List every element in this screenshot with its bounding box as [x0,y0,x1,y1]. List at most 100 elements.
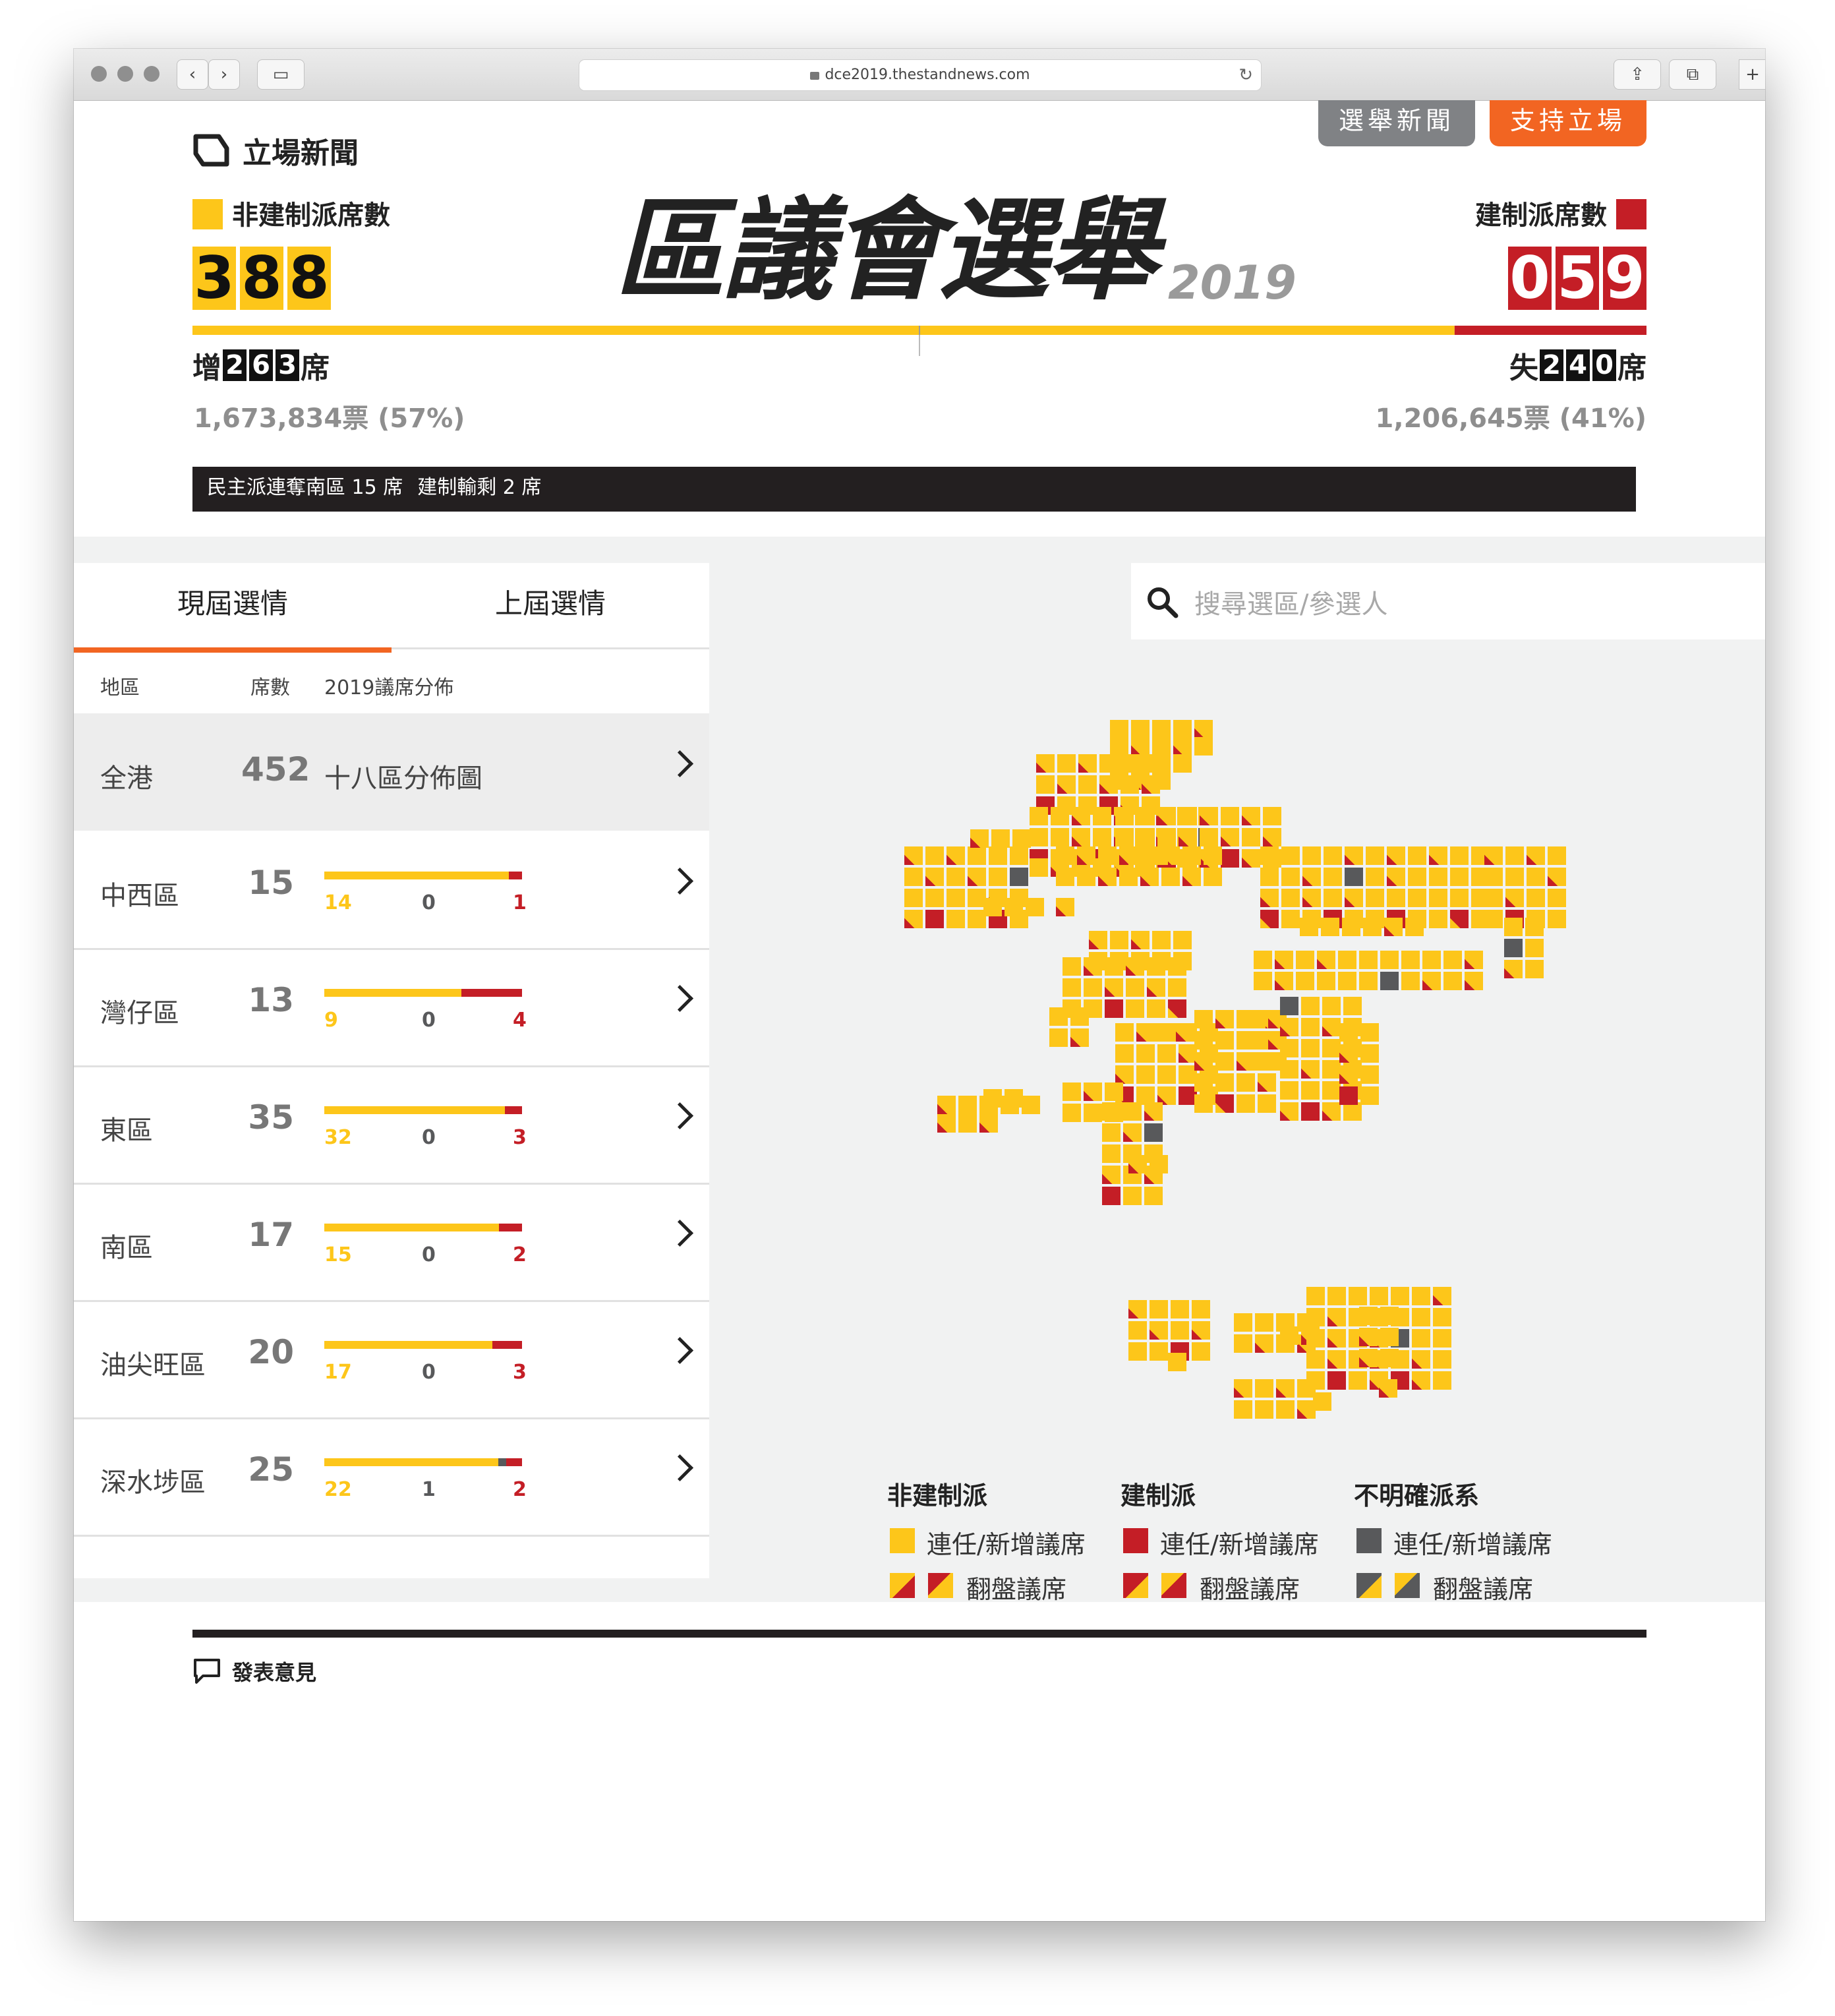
district-row[interactable]: 深水埗區 25 22 1 2 [74,1417,709,1537]
page: 立場新聞 選舉新聞 支持立場 非建制派席數 3 8 8 區議會選舉 2019 建… [74,100,1765,1921]
bar-segment-dem [324,1224,499,1231]
left-votes: 1,673,834票 (57%) [194,403,465,434]
change-digit: 2 [1540,349,1563,381]
change-digit: 6 [249,349,273,381]
yellow-swatch [192,199,223,229]
row-est-count: 2 [513,1243,527,1266]
tabs-overview-icon[interactable]: ⧉ [1669,59,1716,90]
change-suffix: 席 [301,351,330,385]
bar-segment-est [492,1341,522,1349]
row-seat-bar [324,872,522,879]
tab-previous[interactable]: 上屆選情 [392,563,709,649]
district-row[interactable]: 油尖旺區 20 17 0 3 [74,1300,709,1419]
row-est-count: 4 [513,1009,527,1032]
right-camp-label-text: 建制派席數 [1475,200,1607,231]
all-hk-row[interactable]: 全港 452 十八區分佈圖 [74,713,709,831]
bar-segment-est [506,1458,522,1466]
minimize-window-icon[interactable] [117,66,133,82]
legend-held-swatch [890,1528,915,1553]
right-seat-digit: 0 [1508,247,1552,310]
row-seat-bar [324,1458,522,1466]
row-unknown-count: 0 [422,1126,436,1149]
chevron-right-icon [666,1102,694,1130]
site-logo[interactable]: 立場新聞 [192,129,359,171]
chevron-right-icon [666,984,694,1013]
row-dem-count: 32 [324,1126,352,1149]
right-seat-digit: 5 [1556,247,1599,310]
share-icon[interactable]: ⇪ [1614,59,1661,90]
header-district: 地區 [100,676,140,699]
ticker-item: 民主派連奪南區 15 席 [207,476,403,499]
district-row[interactable]: 灣仔區 13 9 0 4 [74,948,709,1067]
row-dem-count: 22 [324,1478,352,1501]
forward-button[interactable]: › [208,59,240,90]
bar-segment-dem [324,872,509,879]
row-seats: 20 [248,1333,294,1371]
left-seat-count: 3 8 8 [192,247,331,310]
legend-flip-label: 翻盤議席 [1433,1575,1534,1604]
chevron-right-icon [666,1336,694,1365]
row-unknown-count: 0 [422,1009,436,1032]
change-prefix: 失 [1509,351,1538,385]
sidebar-icon[interactable]: ▭ [257,59,305,90]
row-seats: 25 [248,1450,294,1489]
seat-share-bar [192,326,1646,335]
right-camp-label: 建制派席數 [1475,194,1646,232]
row-seats: 13 [248,981,294,1019]
row-dem-count: 17 [324,1361,352,1384]
url-text: dce2019.thestandnews.com [825,67,1030,83]
bar-segment-est [509,872,522,879]
comment-icon [194,1659,220,1684]
row-seat-bar [324,1106,522,1114]
left-camp-label-text: 非建制派席數 [232,200,390,231]
left-camp-label: 非建制派席數 [192,194,390,232]
comment-button[interactable]: 發表意見 [192,1656,316,1686]
legend-flip-swatch [928,1573,953,1598]
bar-segment-dem [324,1458,498,1466]
district-row[interactable]: 南區 17 15 0 2 [74,1183,709,1302]
row-unknown-count: 0 [422,1361,436,1384]
logo-text: 立場新聞 [243,136,359,170]
row-seats: 452 [241,750,310,788]
chevron-right-icon [666,1219,694,1247]
zoom-window-icon[interactable] [144,66,160,82]
header-seats: 席數 [250,676,290,699]
address-bar[interactable]: dce2019.thestandnews.com ↻ [579,59,1262,91]
row-seat-bar [324,1224,522,1231]
footer-divider [192,1630,1646,1638]
news-ticker[interactable]: 民主派連奪南區 15 席建制輸剩 2 席 [192,467,1636,512]
close-window-icon[interactable] [91,66,107,82]
legend-flip-swatch [1123,1573,1148,1598]
chevron-right-icon [666,1454,694,1482]
row-dem-count: 14 [324,891,352,914]
bar-segment-est [498,1224,522,1231]
change-digit: 0 [1592,349,1616,381]
row-name: 南區 [100,1233,153,1263]
district-row[interactable]: 中西區 15 14 0 1 [74,831,709,950]
district-panel: 現屆選情 上屆選情 地區 席數 2019議席分佈 全港 452 十八區分佈圖 中… [74,563,709,1578]
back-button[interactable]: ‹ [177,59,208,90]
right-seat-count: 0 5 9 [1508,247,1646,310]
title-year: 2019 [1168,256,1296,310]
row-name: 灣仔區 [100,998,179,1028]
reload-icon[interactable]: ↻ [1238,65,1253,85]
tab-current[interactable]: 現屆選情 [74,563,392,653]
seat-share-pro-democracy [192,326,1455,335]
row-seat-bar [324,989,522,997]
support-button[interactable]: 支持立場 [1490,100,1646,146]
new-tab-icon[interactable]: + [1739,59,1765,90]
row-seats: 15 [248,864,294,902]
seat-share-pro-establishment [1454,326,1646,335]
row-unknown-count: 1 [422,1478,436,1501]
election-news-button[interactable]: 選舉新聞 [1318,100,1475,146]
legend-flip-swatch [890,1573,915,1598]
right-votes: 1,206,645票 (41%) [1375,403,1646,434]
legend-held-label: 連任/新增議席 [1393,1530,1552,1559]
browser-window: ‹ › ▭ dce2019.thestandnews.com ↻ ⇪ ⧉ + 立場… [74,49,1765,1921]
table-header: 地區 席數 2019議席分佈 [74,654,709,713]
ticker-item: 建制輸剩 2 席 [417,476,542,499]
district-row[interactable]: 東區 35 32 0 3 [74,1065,709,1185]
search-input[interactable]: 搜尋選區/參選人 [1194,589,1388,620]
search-box[interactable]: 搜尋選區/參選人 [1131,563,1765,639]
